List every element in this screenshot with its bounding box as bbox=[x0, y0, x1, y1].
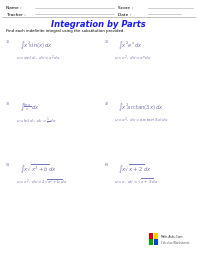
Text: 3): 3) bbox=[6, 102, 10, 106]
Text: $\int x\sqrt{x^2+b}\,dx$: $\int x\sqrt{x^2+b}\,dx$ bbox=[20, 163, 57, 174]
Text: $u=x^2,\; dv=\arctan(3x)\,dx$: $u=x^2,\; dv=\arctan(3x)\,dx$ bbox=[114, 116, 169, 125]
Text: $u=x^2,\; dv=e^{x}\,dx$: $u=x^2,\; dv=e^{x}\,dx$ bbox=[114, 53, 152, 62]
Text: $u=\sin(x),\; dv=x^2\,dx$: $u=\sin(x),\; dv=x^2\,dx$ bbox=[16, 53, 61, 62]
FancyBboxPatch shape bbox=[149, 239, 153, 245]
Text: Math-Aids.Com: Math-Aids.Com bbox=[161, 234, 183, 238]
Text: 4): 4) bbox=[104, 102, 109, 106]
Text: Score :: Score : bbox=[118, 6, 133, 10]
Text: Calculus Worksheets: Calculus Worksheets bbox=[161, 240, 189, 244]
FancyBboxPatch shape bbox=[154, 239, 158, 245]
Text: Name :: Name : bbox=[6, 6, 21, 10]
Text: Find each indefinite integral using the substitution provided.: Find each indefinite integral using the … bbox=[6, 29, 125, 33]
Text: 5): 5) bbox=[6, 163, 10, 167]
Text: Integration by Parts: Integration by Parts bbox=[51, 20, 146, 29]
Text: 6): 6) bbox=[104, 163, 109, 167]
Text: Date :: Date : bbox=[118, 13, 131, 17]
Text: $\int x^2\!\arctan(3x)\,dx$: $\int x^2\!\arctan(3x)\,dx$ bbox=[118, 102, 164, 113]
Text: $u=x^2,\; dv=2\sqrt{x^2+b}\,dx$: $u=x^2,\; dv=2\sqrt{x^2+b}\,dx$ bbox=[16, 177, 68, 185]
Text: 2): 2) bbox=[104, 39, 109, 43]
Text: $\int x^2\!\sin(x)\,dx$: $\int x^2\!\sin(x)\,dx$ bbox=[20, 39, 53, 51]
FancyBboxPatch shape bbox=[149, 233, 153, 239]
Text: 1): 1) bbox=[6, 39, 10, 43]
Text: Teacher :: Teacher : bbox=[6, 13, 26, 17]
FancyBboxPatch shape bbox=[154, 233, 158, 239]
Text: $u=x,\; dv=\sqrt{x+2}\,dx$: $u=x,\; dv=\sqrt{x+2}\,dx$ bbox=[114, 177, 159, 184]
Text: $\int x\sqrt{x+2}\,dx$: $\int x\sqrt{x+2}\,dx$ bbox=[118, 163, 152, 174]
Text: $u=\ln(x),\; dv=\frac{1}{x}\,dx$: $u=\ln(x),\; dv=\frac{1}{x}\,dx$ bbox=[16, 116, 56, 126]
Text: $\int \frac{\ln x}{x}\,dx$: $\int \frac{\ln x}{x}\,dx$ bbox=[20, 102, 40, 113]
Text: $\int x^2 e^{x}\,dx$: $\int x^2 e^{x}\,dx$ bbox=[118, 39, 143, 51]
